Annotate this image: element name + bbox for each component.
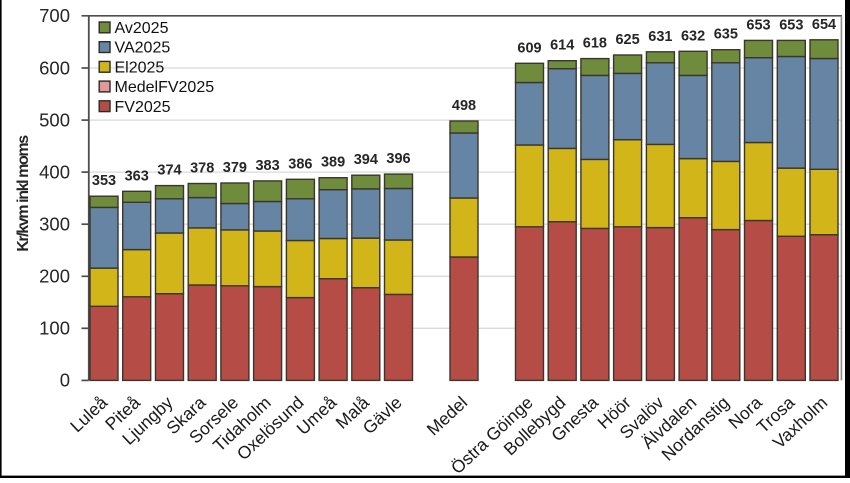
- svg-text:609: 609: [517, 40, 541, 56]
- svg-text:500: 500: [39, 109, 70, 130]
- svg-text:600: 600: [39, 57, 70, 78]
- svg-text:635: 635: [714, 27, 738, 43]
- svg-text:653: 653: [746, 17, 770, 33]
- svg-text:394: 394: [354, 152, 378, 168]
- svg-text:379: 379: [223, 160, 247, 176]
- svg-text:MedelFV2025: MedelFV2025: [115, 79, 215, 96]
- svg-text:654: 654: [812, 17, 836, 33]
- svg-text:Kr/kvm inkl moms: Kr/kvm inkl moms: [15, 135, 32, 252]
- svg-text:631: 631: [648, 29, 672, 45]
- svg-text:625: 625: [615, 32, 639, 48]
- svg-text:300: 300: [39, 214, 70, 235]
- svg-text:363: 363: [125, 168, 149, 184]
- svg-text:614: 614: [550, 38, 574, 54]
- svg-text:396: 396: [386, 151, 410, 167]
- svg-text:700: 700: [39, 5, 70, 26]
- svg-text:353: 353: [92, 173, 116, 189]
- svg-text:Av2025: Av2025: [115, 20, 169, 37]
- svg-text:VA2025: VA2025: [115, 40, 171, 57]
- svg-text:632: 632: [681, 28, 705, 44]
- svg-text:653: 653: [779, 17, 803, 33]
- svg-text:618: 618: [583, 36, 607, 52]
- svg-text:200: 200: [39, 266, 70, 287]
- svg-text:0: 0: [60, 370, 70, 391]
- svg-text:400: 400: [39, 161, 70, 182]
- svg-text:378: 378: [190, 161, 214, 177]
- svg-text:386: 386: [288, 156, 312, 172]
- svg-text:FV2025: FV2025: [115, 99, 171, 116]
- svg-text:374: 374: [157, 163, 181, 179]
- svg-text:383: 383: [255, 158, 279, 174]
- svg-text:498: 498: [452, 98, 476, 114]
- svg-text:El2025: El2025: [115, 59, 165, 76]
- svg-text:389: 389: [321, 155, 345, 171]
- svg-text:100: 100: [39, 318, 70, 339]
